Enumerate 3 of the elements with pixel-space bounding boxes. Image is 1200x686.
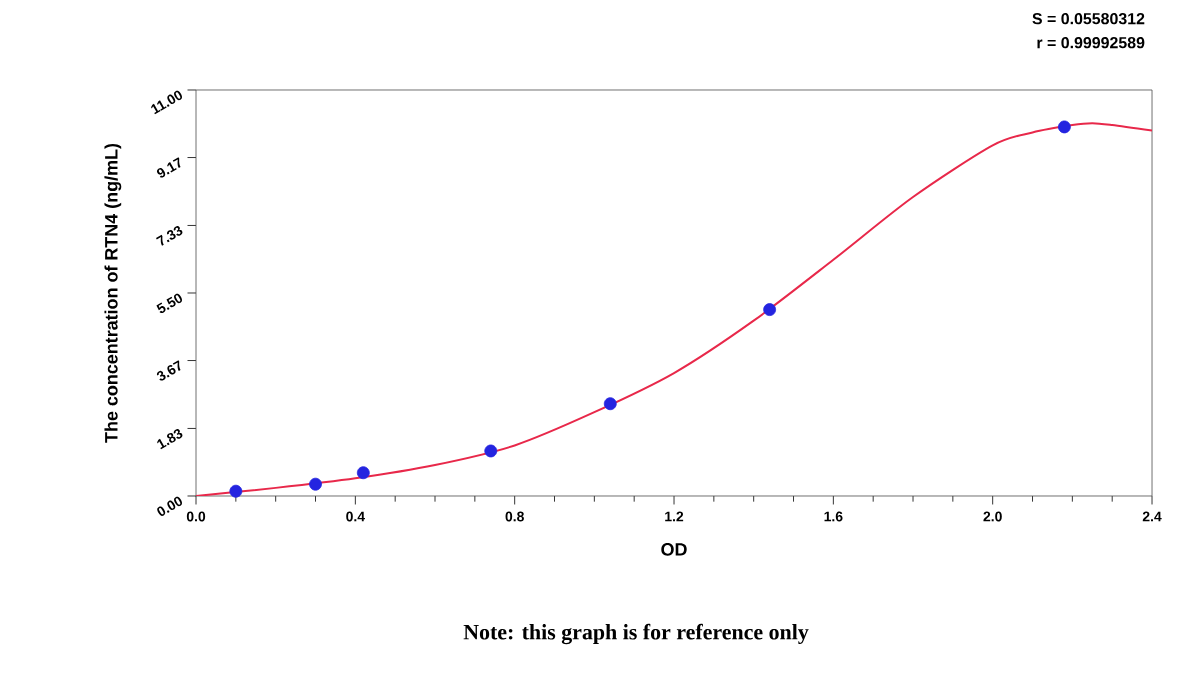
text: Note: this graph is for reference only — [463, 623, 809, 645]
x-axis-title: OD — [661, 543, 687, 556]
y-axis-title: The concentration of RTN4 (ng/mL) — [104, 143, 122, 443]
